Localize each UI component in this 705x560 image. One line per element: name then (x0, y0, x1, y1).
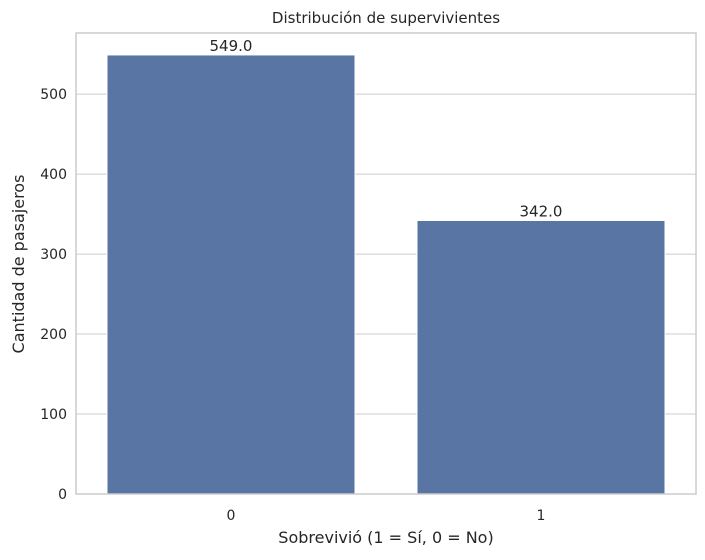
y-tick-label: 500 (40, 87, 67, 103)
chart-title: Distribución de supervivientes (272, 9, 500, 27)
x-tick-label: 1 (537, 508, 546, 524)
plot-frame (75, 32, 697, 495)
y-tick-label: 300 (40, 247, 67, 263)
ticks: 0 100 200 300 400 500 0 1 (40, 87, 545, 524)
data-labels: 549.0 342.0 (210, 37, 563, 221)
data-label-1: 342.0 (520, 202, 563, 220)
x-axis-label: Sobrevivió (1 = Sí, 0 = No) (278, 528, 493, 547)
y-tick-label: 100 (40, 407, 67, 423)
y-tick-label: 0 (58, 487, 67, 503)
data-label-0: 549.0 (210, 37, 253, 55)
bars (106, 54, 666, 495)
y-tick-label: 400 (40, 167, 67, 183)
y-tick-label: 200 (40, 327, 67, 343)
bar-0 (106, 54, 356, 495)
x-tick-label: 0 (227, 508, 236, 524)
y-axis-label: Cantidad de pasajeros (9, 175, 28, 354)
bar-1 (416, 219, 666, 495)
